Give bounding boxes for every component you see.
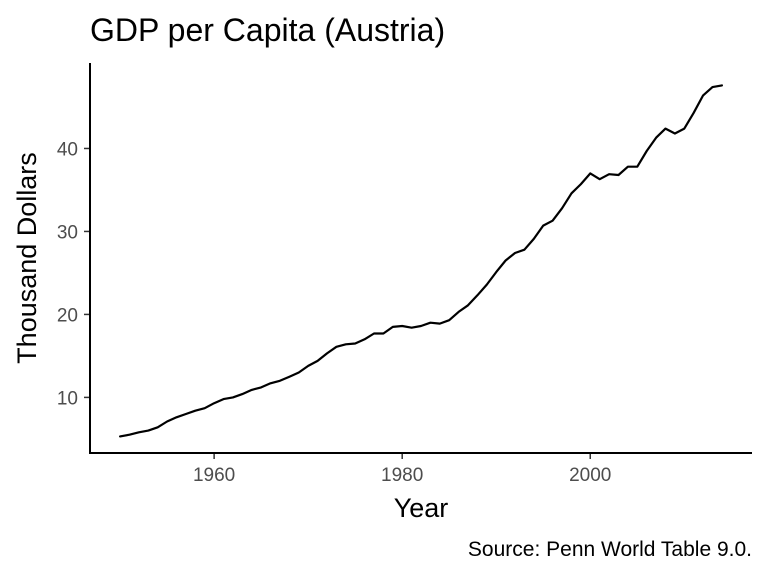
x-axis-ticks: 1960 1980 2000 — [193, 453, 611, 486]
y-tick-label: 30 — [57, 222, 78, 243]
y-axis-ticks: 10 20 30 40 — [57, 139, 90, 409]
y-tick-label: 20 — [57, 305, 78, 326]
y-tick-label: 10 — [57, 388, 78, 409]
x-tick-label: 2000 — [569, 465, 611, 486]
x-tick-label: 1980 — [381, 465, 423, 486]
x-tick-label: 1960 — [193, 465, 235, 486]
y-axis-title: Thousand Dollars — [12, 152, 42, 364]
source-caption: Source: Penn World Table 9.0. — [468, 538, 752, 561]
x-axis-title: Year — [394, 493, 449, 523]
gdp-series-line — [119, 84, 723, 438]
y-tick-label: 40 — [57, 139, 78, 160]
chart-title: GDP per Capita (Austria) — [90, 12, 445, 48]
